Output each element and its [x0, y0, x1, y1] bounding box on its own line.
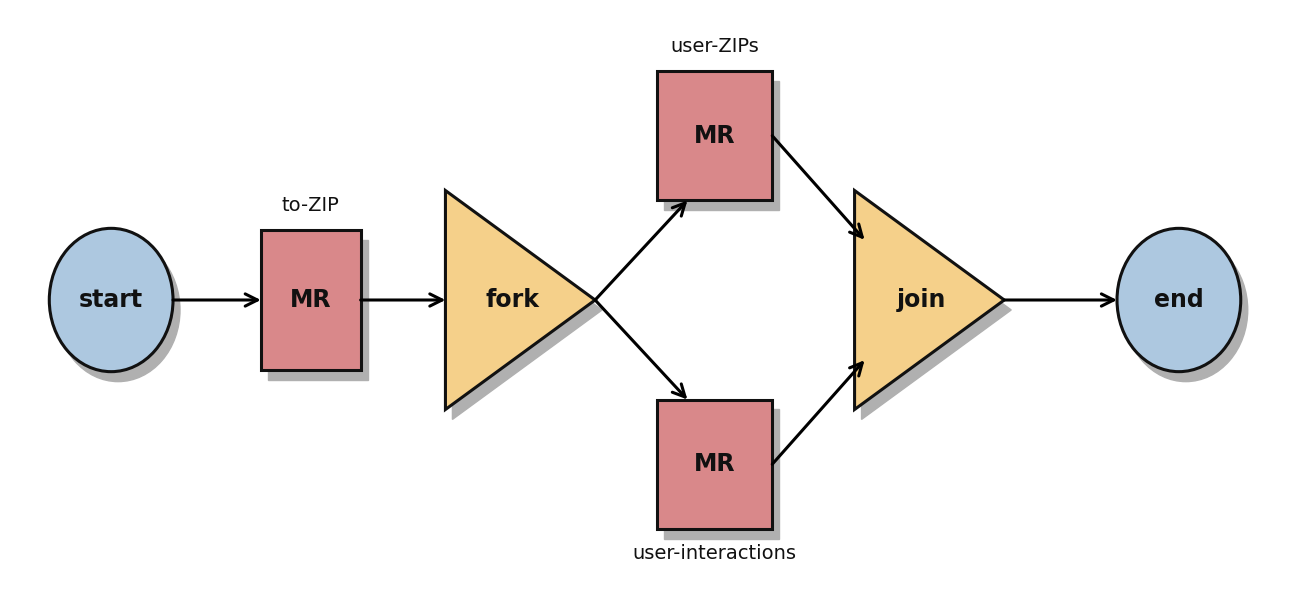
Text: user-ZIPs: user-ZIPs: [670, 37, 759, 56]
Text: start: start: [80, 288, 144, 312]
Polygon shape: [862, 200, 1011, 419]
Text: MR: MR: [693, 124, 735, 148]
Text: join: join: [897, 288, 947, 312]
Polygon shape: [445, 191, 596, 409]
Bar: [261, 230, 360, 370]
Text: user-interactions: user-interactions: [633, 544, 797, 563]
Bar: [657, 71, 772, 200]
Text: to-ZIP: to-ZIP: [282, 196, 340, 215]
Polygon shape: [854, 191, 1004, 409]
Ellipse shape: [1117, 229, 1241, 371]
Bar: [268, 240, 367, 380]
Bar: [657, 400, 772, 529]
Polygon shape: [452, 200, 602, 419]
Text: MR: MR: [693, 452, 735, 476]
Text: fork: fork: [486, 288, 539, 312]
Ellipse shape: [56, 238, 180, 382]
Text: MR: MR: [290, 288, 332, 312]
Bar: [665, 81, 780, 211]
Bar: [665, 409, 780, 539]
Ellipse shape: [50, 229, 172, 371]
Ellipse shape: [1124, 238, 1247, 382]
Text: end: end: [1155, 288, 1204, 312]
